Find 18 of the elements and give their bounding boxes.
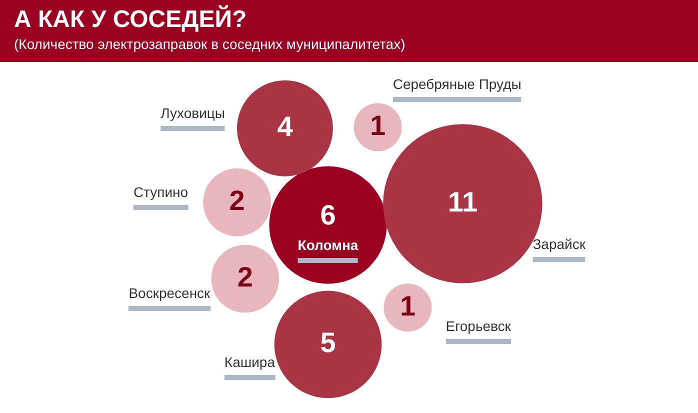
category-label: Кашира [224,354,275,370]
data-label: 5 [320,327,336,358]
category-label: Луховицы [160,105,225,122]
category-label: Ступино [133,184,188,200]
category-label: Воскресенск [128,284,210,301]
data-label: 4 [277,111,294,142]
data-label: 1 [370,110,386,141]
text: (Количество электрозаправок в соседних муниципалитетах) [14,35,406,54]
category-label: Коломна [298,237,358,253]
data-label: 6 [320,200,336,231]
data-label: 2 [237,261,253,292]
data-label: 11 [448,186,478,218]
category-label: Зарайск [532,236,586,252]
data-label: 2 [229,185,245,216]
category-label: Серебряные Пруды [392,76,522,92]
data-label: 1 [400,290,416,322]
text: А КАК У СОСЕДЕЙ? [14,6,248,34]
category-label: Егорьевск [446,318,511,334]
